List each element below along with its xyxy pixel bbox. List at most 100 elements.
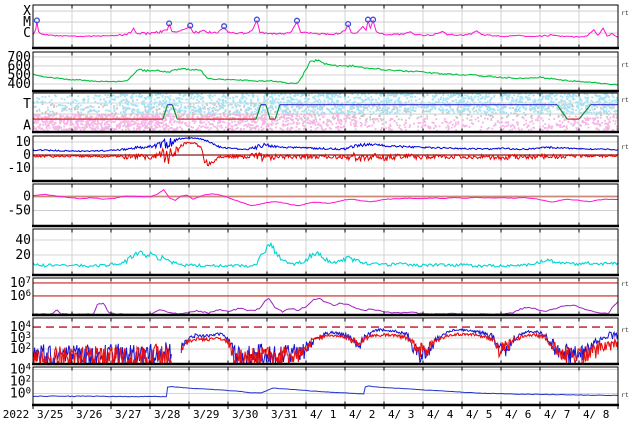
scatter-point	[521, 104, 524, 107]
scatter-point	[85, 121, 88, 124]
scatter-point	[615, 99, 618, 101]
scatter-point	[80, 114, 83, 117]
scatter-point	[269, 96, 271, 98]
scatter-point	[327, 100, 329, 102]
scatter-point	[375, 93, 378, 95]
scatter-point	[605, 107, 608, 110]
scatter-point	[44, 111, 47, 114]
scatter-point	[590, 99, 593, 102]
scatter-point	[198, 107, 200, 110]
scatter-point	[296, 121, 298, 124]
scatter-point	[265, 114, 267, 116]
scatter-point	[122, 121, 124, 123]
scatter-point	[103, 127, 106, 129]
scatter-point	[75, 122, 78, 125]
scatter-point	[161, 94, 164, 97]
scatter-point	[575, 109, 577, 111]
scatter-point	[157, 115, 159, 118]
scatter-point	[599, 116, 602, 119]
scatter-point	[178, 109, 180, 111]
scatter-point	[145, 97, 147, 99]
scatter-point	[123, 121, 126, 123]
scatter-point	[507, 98, 510, 101]
scatter-point	[560, 100, 562, 103]
scatter-point	[449, 96, 451, 98]
scatter-point	[231, 121, 233, 123]
scatter-point	[37, 125, 40, 128]
scatter-point	[83, 98, 86, 101]
scatter-point	[255, 103, 258, 105]
scatter-point	[137, 110, 140, 113]
scatter-point	[37, 101, 39, 104]
scatter-point	[604, 122, 606, 125]
scatter-point	[479, 94, 482, 97]
scatter-point	[438, 125, 441, 128]
scatter-point	[260, 110, 263, 113]
scatter-point	[224, 126, 227, 129]
scatter-point	[53, 114, 55, 117]
scatter-point	[221, 100, 224, 103]
scatter-point	[549, 101, 552, 104]
scatter-point	[128, 117, 131, 120]
scatter-point	[371, 104, 374, 107]
scatter-point	[280, 128, 283, 130]
scatter-point	[273, 101, 276, 104]
scatter-point	[593, 105, 596, 108]
scatter-point	[417, 122, 420, 124]
scatter-point	[594, 93, 597, 96]
scatter-point	[39, 124, 41, 126]
scatter-point	[313, 121, 315, 124]
scatter-point	[550, 101, 553, 104]
scatter-point	[297, 119, 299, 122]
scatter-point	[150, 96, 153, 99]
scatter-point	[434, 124, 437, 127]
scatter-point	[556, 108, 559, 111]
scatter-point	[140, 120, 143, 123]
scatter-point	[269, 104, 272, 107]
scatter-point	[335, 106, 338, 109]
scatter-point	[157, 104, 160, 106]
scatter-point	[351, 119, 353, 121]
scatter-point	[314, 114, 316, 117]
scatter-point	[605, 110, 607, 112]
scatter-point	[303, 109, 306, 112]
scatter-point	[491, 127, 494, 130]
scatter-point	[248, 115, 251, 118]
scatter-point	[333, 105, 336, 108]
scatter-point	[492, 107, 495, 110]
scatter-point	[219, 119, 221, 122]
scatter-point	[409, 106, 412, 109]
scatter-point	[156, 122, 158, 125]
scatter-point	[352, 107, 354, 110]
event-marker	[33, 17, 40, 24]
scatter-point	[71, 114, 74, 116]
scatter-point	[462, 101, 465, 104]
scatter-point	[429, 110, 431, 113]
scatter-point	[163, 101, 166, 103]
data-series	[180, 327, 618, 364]
scatter-point	[339, 105, 342, 107]
scatter-point	[83, 128, 86, 131]
scatter-point	[47, 113, 50, 115]
scatter-point	[45, 110, 48, 113]
scatter-point	[466, 105, 469, 107]
scatter-point	[292, 112, 294, 115]
scatter-point	[44, 96, 47, 98]
scatter-point	[276, 116, 279, 119]
scatter-point	[96, 125, 99, 127]
scatter-point	[286, 113, 289, 116]
scatter-point	[364, 99, 366, 102]
scatter-point	[136, 122, 139, 125]
scatter-point	[132, 104, 134, 107]
scatter-point	[125, 100, 128, 102]
scatter-point	[446, 100, 448, 103]
scatter-point	[541, 129, 544, 132]
scatter-point	[212, 113, 215, 116]
scatter-point	[125, 99, 128, 101]
scatter-point	[504, 93, 507, 96]
scatter-point	[564, 103, 567, 106]
scatter-point	[224, 110, 226, 113]
scatter-point	[187, 105, 190, 108]
scatter-point	[85, 115, 87, 118]
